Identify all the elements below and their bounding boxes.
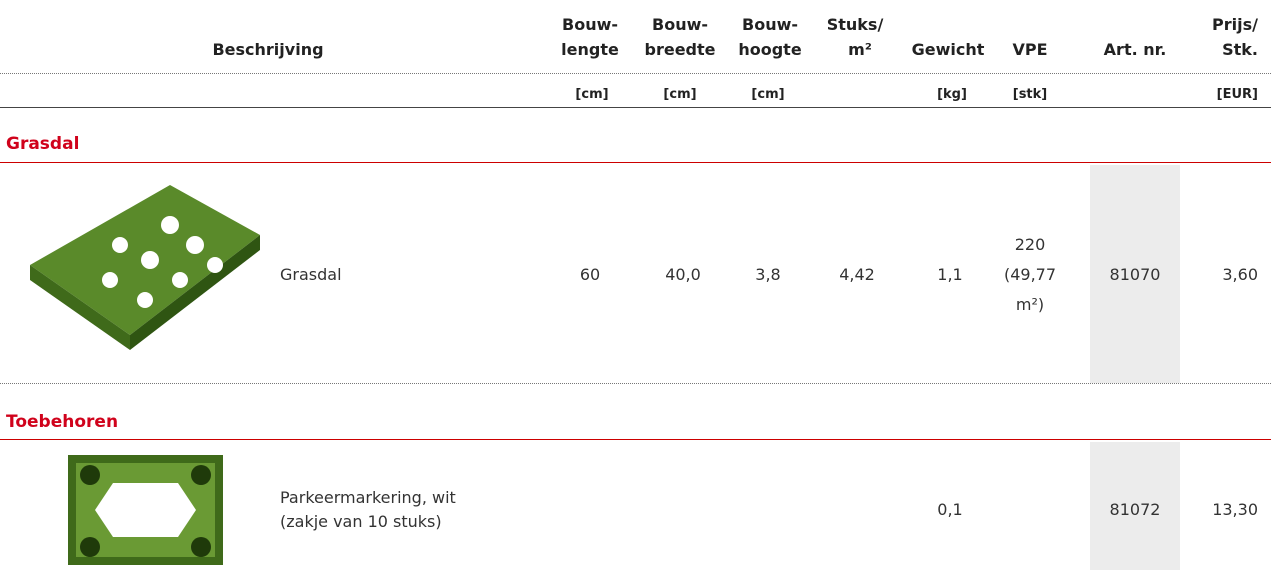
- product-image: [68, 455, 223, 565]
- cell: 0,1: [937, 500, 963, 519]
- cell: 81072: [1109, 500, 1161, 519]
- header-label: breedte: [644, 40, 716, 59]
- cell: (49,77: [1003, 265, 1057, 284]
- header-label: lengte: [561, 40, 619, 59]
- header-label: Beschrijving: [212, 40, 324, 59]
- unit-label: [stk]: [1012, 87, 1048, 102]
- cell: 4,42: [839, 265, 875, 284]
- section-rule: [0, 439, 1271, 440]
- section-title: Toebehoren: [6, 412, 119, 432]
- divider: [0, 107, 1271, 108]
- header-label: Gewicht: [911, 40, 985, 59]
- highlight-column: [1090, 165, 1180, 383]
- unit-label: [kg]: [937, 87, 967, 102]
- product-image: [30, 185, 260, 350]
- cell: m²): [1015, 295, 1045, 314]
- cell: 220: [1014, 235, 1046, 254]
- header-label: VPE: [1012, 40, 1048, 59]
- header-label: Bouw-: [652, 15, 708, 34]
- description: Grasdal: [280, 265, 342, 284]
- header-label: hoogte: [738, 40, 802, 59]
- description: (zakje van 10 stuks): [280, 512, 442, 531]
- cell: 40,0: [665, 265, 701, 284]
- section-title: Grasdal: [6, 134, 80, 154]
- header-label: Stuks/: [826, 15, 884, 34]
- header-label: Stk.: [1222, 40, 1258, 59]
- divider: [0, 73, 1271, 74]
- header-label: Bouw-: [562, 15, 618, 34]
- description: Parkeermarkering, wit: [280, 488, 456, 507]
- unit-label: [cm]: [663, 87, 697, 102]
- header-label: Art. nr.: [1103, 40, 1167, 59]
- section-rule: [0, 162, 1271, 163]
- divider: [0, 383, 1271, 384]
- header-label: Prijs/: [1212, 15, 1258, 34]
- cell: 81070: [1109, 265, 1161, 284]
- cell: 60: [579, 265, 601, 284]
- unit-label: [EUR]: [1216, 87, 1258, 102]
- header-label: Bouw-: [742, 15, 798, 34]
- cell: 3,8: [755, 265, 781, 284]
- cell: 1,1: [937, 265, 963, 284]
- cell: 13,30: [1212, 500, 1258, 519]
- cell: 3,60: [1222, 265, 1258, 284]
- unit-label: [cm]: [751, 87, 785, 102]
- unit-label: [cm]: [575, 87, 609, 102]
- highlight-column: [1090, 442, 1180, 570]
- header-label: m²: [848, 40, 872, 59]
